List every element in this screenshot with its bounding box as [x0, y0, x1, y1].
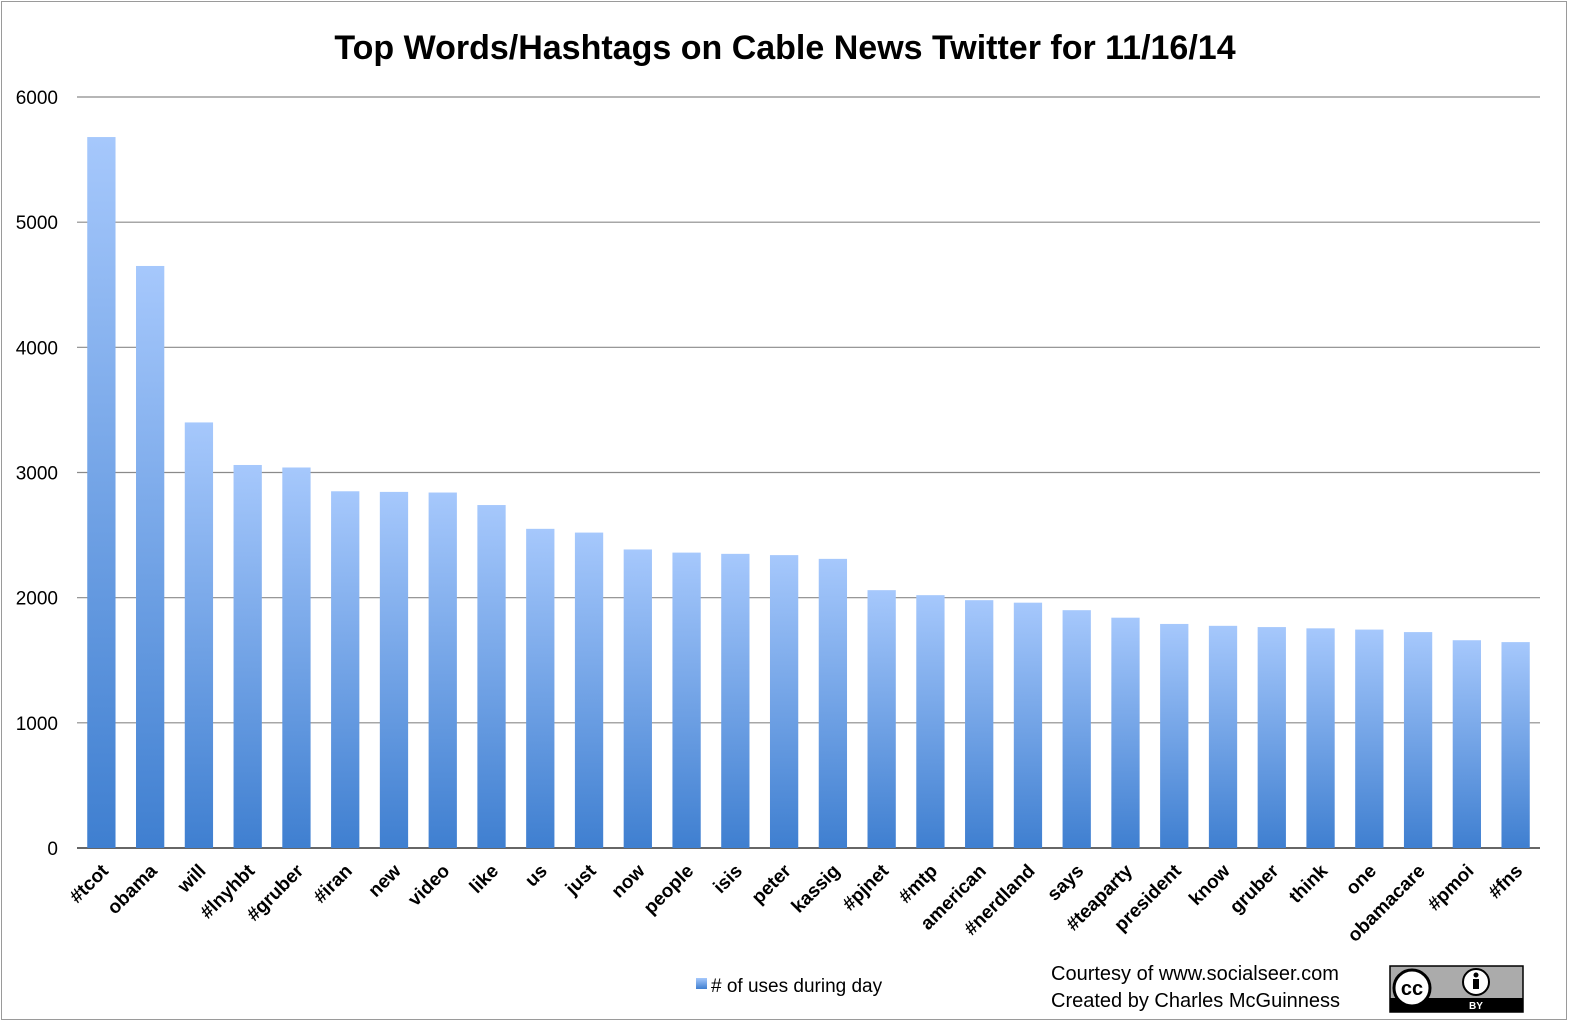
bar-obama [136, 265, 165, 849]
x-tick-label: will [173, 861, 210, 898]
credit-line-1: Courtesy of www.socialseer.com [1051, 963, 1339, 985]
bar-video [428, 492, 457, 848]
y-tick-label: 2000 [16, 589, 58, 610]
y-tick-label: 3000 [16, 464, 58, 485]
bar-hash-mtp [916, 595, 945, 848]
x-tick-label: think [1285, 860, 1332, 907]
bar-hash-gruber [282, 467, 311, 848]
by-icon-text: BY [1469, 1001, 1483, 1012]
x-tick-label: just [561, 860, 601, 900]
x-tick-label: obama [104, 860, 162, 918]
bar-one [1355, 629, 1384, 848]
gridlines [77, 96, 1540, 849]
x-tick-label: isis [710, 861, 747, 898]
x-tick-label: #pmoi [1424, 861, 1478, 915]
bar-peter [769, 555, 799, 848]
bar-isis [721, 553, 750, 848]
chart-title: Top Words/Hashtags on Cable News Twitter… [334, 29, 1235, 67]
bar-now [623, 549, 652, 848]
x-tick-label: gruber [1226, 860, 1284, 918]
bar-like [477, 505, 506, 848]
x-tick-label: #fns [1485, 861, 1527, 903]
credit-line-2: Created by Charles McGuinness [1051, 990, 1340, 1012]
legend-label: # of uses during day [711, 976, 883, 997]
y-tick-label: 5000 [16, 213, 58, 234]
bar-new [379, 491, 409, 848]
y-axis-ticks: 0 1000 2000 3000 4000 5000 6000 [16, 88, 58, 860]
bar-hash-lnyhbt [233, 464, 262, 848]
credits: Courtesy of www.socialseer.com Created b… [1051, 963, 1340, 1012]
bar-hash-nerdland [1013, 602, 1043, 848]
y-tick-label: 4000 [16, 338, 58, 359]
bar-people [672, 552, 701, 848]
legend-swatch [696, 978, 707, 989]
bar-us [526, 528, 555, 848]
bar-hash-tcot [87, 137, 116, 848]
x-tick-label: video [404, 861, 454, 911]
bar-will [184, 422, 214, 848]
x-tick-label: #iran [310, 861, 357, 908]
bar-gruber [1257, 627, 1286, 848]
x-tick-label: people [640, 861, 698, 919]
x-tick-label: says [1044, 861, 1089, 906]
bar-president [1160, 623, 1189, 848]
bar-hash-teaparty [1111, 617, 1140, 848]
bar-hash-fns [1501, 642, 1530, 848]
x-tick-label: new [365, 861, 406, 902]
bar-hash-iran [331, 491, 360, 848]
bar-think [1306, 628, 1335, 848]
x-tick-label: like [466, 861, 503, 898]
x-tick-label: kassig [788, 861, 845, 918]
bar-kassig [818, 558, 848, 848]
x-tick-label: us [521, 861, 552, 892]
creative-commons-by-icon: cc BY [1389, 965, 1524, 1013]
bar-says [1062, 610, 1091, 848]
y-tick-label: 1000 [16, 714, 58, 735]
bar-hash-pjnet [867, 590, 896, 848]
bar-obamacare [1403, 632, 1433, 848]
bar-hash-pmoi [1452, 640, 1481, 848]
legend: # of uses during day [696, 976, 883, 997]
bar-american [965, 600, 994, 848]
y-tick-label: 0 [47, 839, 58, 860]
x-tick-label: one [1342, 861, 1381, 900]
y-tick-label: 6000 [16, 88, 58, 109]
bar-just [574, 532, 604, 848]
cc-icon-text: cc [1401, 978, 1423, 1000]
x-tick-label: #pjnet [839, 860, 894, 915]
bar-know [1208, 625, 1238, 848]
bars [87, 137, 1530, 849]
x-tick-label: now [608, 861, 650, 903]
